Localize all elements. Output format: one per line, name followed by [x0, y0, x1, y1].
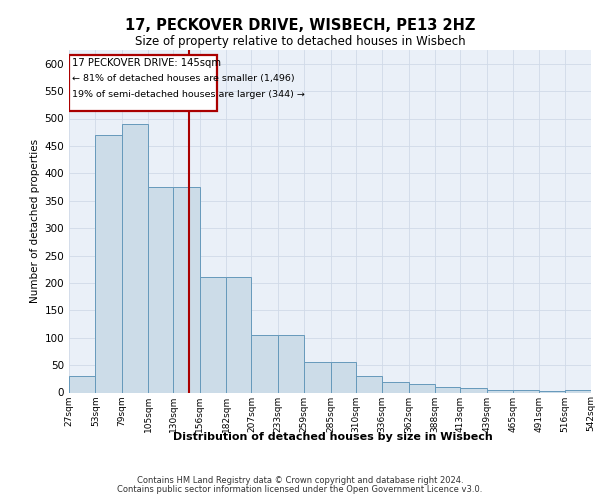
FancyBboxPatch shape	[69, 56, 217, 112]
Bar	[435, 387, 460, 392]
Bar	[513, 390, 539, 392]
Bar	[95, 135, 122, 392]
Bar	[278, 335, 304, 392]
Y-axis label: Number of detached properties: Number of detached properties	[30, 139, 40, 304]
Bar	[565, 390, 591, 392]
Text: ← 81% of detached houses are smaller (1,496): ← 81% of detached houses are smaller (1,…	[72, 74, 295, 82]
Bar	[69, 376, 95, 392]
Text: Contains public sector information licensed under the Open Government Licence v3: Contains public sector information licen…	[118, 484, 482, 494]
Bar	[356, 376, 382, 392]
Text: Contains HM Land Registry data © Crown copyright and database right 2024.: Contains HM Land Registry data © Crown c…	[137, 476, 463, 485]
Bar	[200, 278, 226, 392]
Bar	[409, 384, 435, 392]
Bar	[487, 390, 513, 392]
Bar	[226, 278, 251, 392]
Bar	[148, 187, 173, 392]
Bar	[382, 382, 409, 392]
Bar	[173, 187, 200, 392]
Text: Distribution of detached houses by size in Wisbech: Distribution of detached houses by size …	[173, 432, 493, 442]
Bar	[331, 362, 356, 392]
Bar	[460, 388, 487, 392]
Bar	[251, 335, 278, 392]
Bar	[304, 362, 331, 392]
Bar	[122, 124, 148, 392]
Text: 17, PECKOVER DRIVE, WISBECH, PE13 2HZ: 17, PECKOVER DRIVE, WISBECH, PE13 2HZ	[125, 18, 475, 32]
Text: 19% of semi-detached houses are larger (344) →: 19% of semi-detached houses are larger (…	[72, 90, 305, 98]
Text: Size of property relative to detached houses in Wisbech: Size of property relative to detached ho…	[134, 35, 466, 48]
Text: 17 PECKOVER DRIVE: 145sqm: 17 PECKOVER DRIVE: 145sqm	[72, 58, 221, 68]
